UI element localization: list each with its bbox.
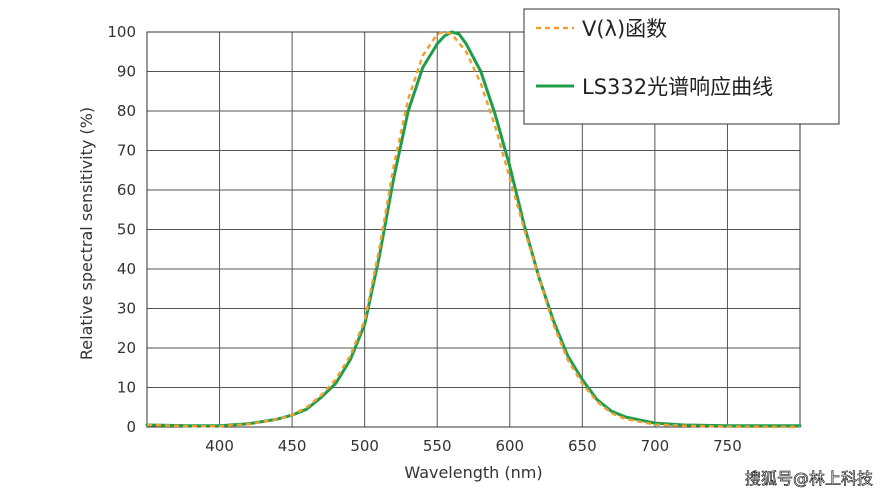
x-tick-label: 450 (278, 437, 307, 455)
plot-frame (146, 31, 801, 428)
legend-items: V(λ)函数 LS332光谱响应曲线 (536, 17, 773, 99)
legend: V(λ)函数 LS332光谱响应曲线 (523, 8, 840, 125)
legend-box (523, 8, 840, 125)
x-tick-label: 700 (641, 437, 670, 455)
y-axis-label: Relative spectral sensitivity (%) (77, 107, 96, 360)
x-tick-label: 600 (495, 437, 524, 455)
series-line-0 (146, 30, 801, 429)
y-tick-label: 0 (126, 418, 136, 436)
y-tick-label: 80 (117, 102, 136, 120)
y-tick-label: 10 (117, 379, 136, 397)
series-layer (145, 30, 802, 429)
legend-label-0: V(λ)函数 (582, 17, 667, 41)
y-tick-label: 60 (117, 181, 136, 199)
x-tick-label: 650 (568, 437, 597, 455)
x-tick-label: 750 (713, 437, 742, 455)
y-tick-label: 90 (117, 63, 136, 81)
legend-label-1: LS332光谱响应曲线 (582, 75, 773, 99)
y-tick-label: 30 (117, 300, 136, 318)
x-tick-label: 400 (205, 437, 234, 455)
y-tick-label: 70 (117, 142, 136, 160)
y-tick-label: 40 (117, 260, 136, 278)
x-tick-label: 500 (350, 437, 379, 455)
watermark: 搜狐号@林上科技 (745, 469, 873, 488)
y-tick-label: 50 (117, 221, 136, 239)
x-axis-label: Wavelength (nm) (404, 463, 542, 482)
x-tick-label: 550 (423, 437, 452, 455)
y-tick-label: 20 (117, 339, 136, 357)
tick-layer: 400 450 500 550 600 650 700 750 0 10 20 30 40 50 60 70 8… (107, 23, 741, 455)
y-tick-label: 100 (107, 23, 136, 41)
